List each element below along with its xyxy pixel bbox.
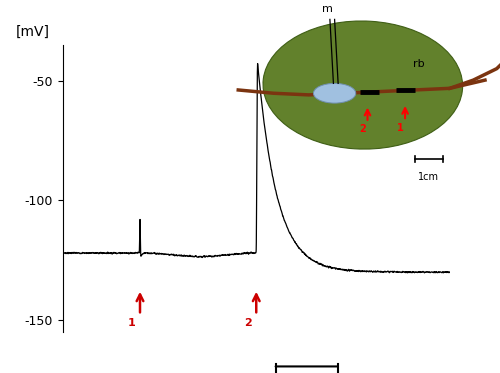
Text: 1: 1 [128, 318, 136, 327]
Text: 2: 2 [244, 318, 252, 327]
Ellipse shape [263, 21, 462, 149]
Text: 1: 1 [397, 123, 404, 133]
Text: rb: rb [414, 59, 425, 69]
Text: 1cm: 1cm [418, 172, 439, 182]
Text: 2: 2 [360, 125, 366, 134]
Text: [mV]: [mV] [16, 25, 50, 39]
Ellipse shape [314, 84, 356, 103]
Text: m: m [322, 4, 333, 15]
